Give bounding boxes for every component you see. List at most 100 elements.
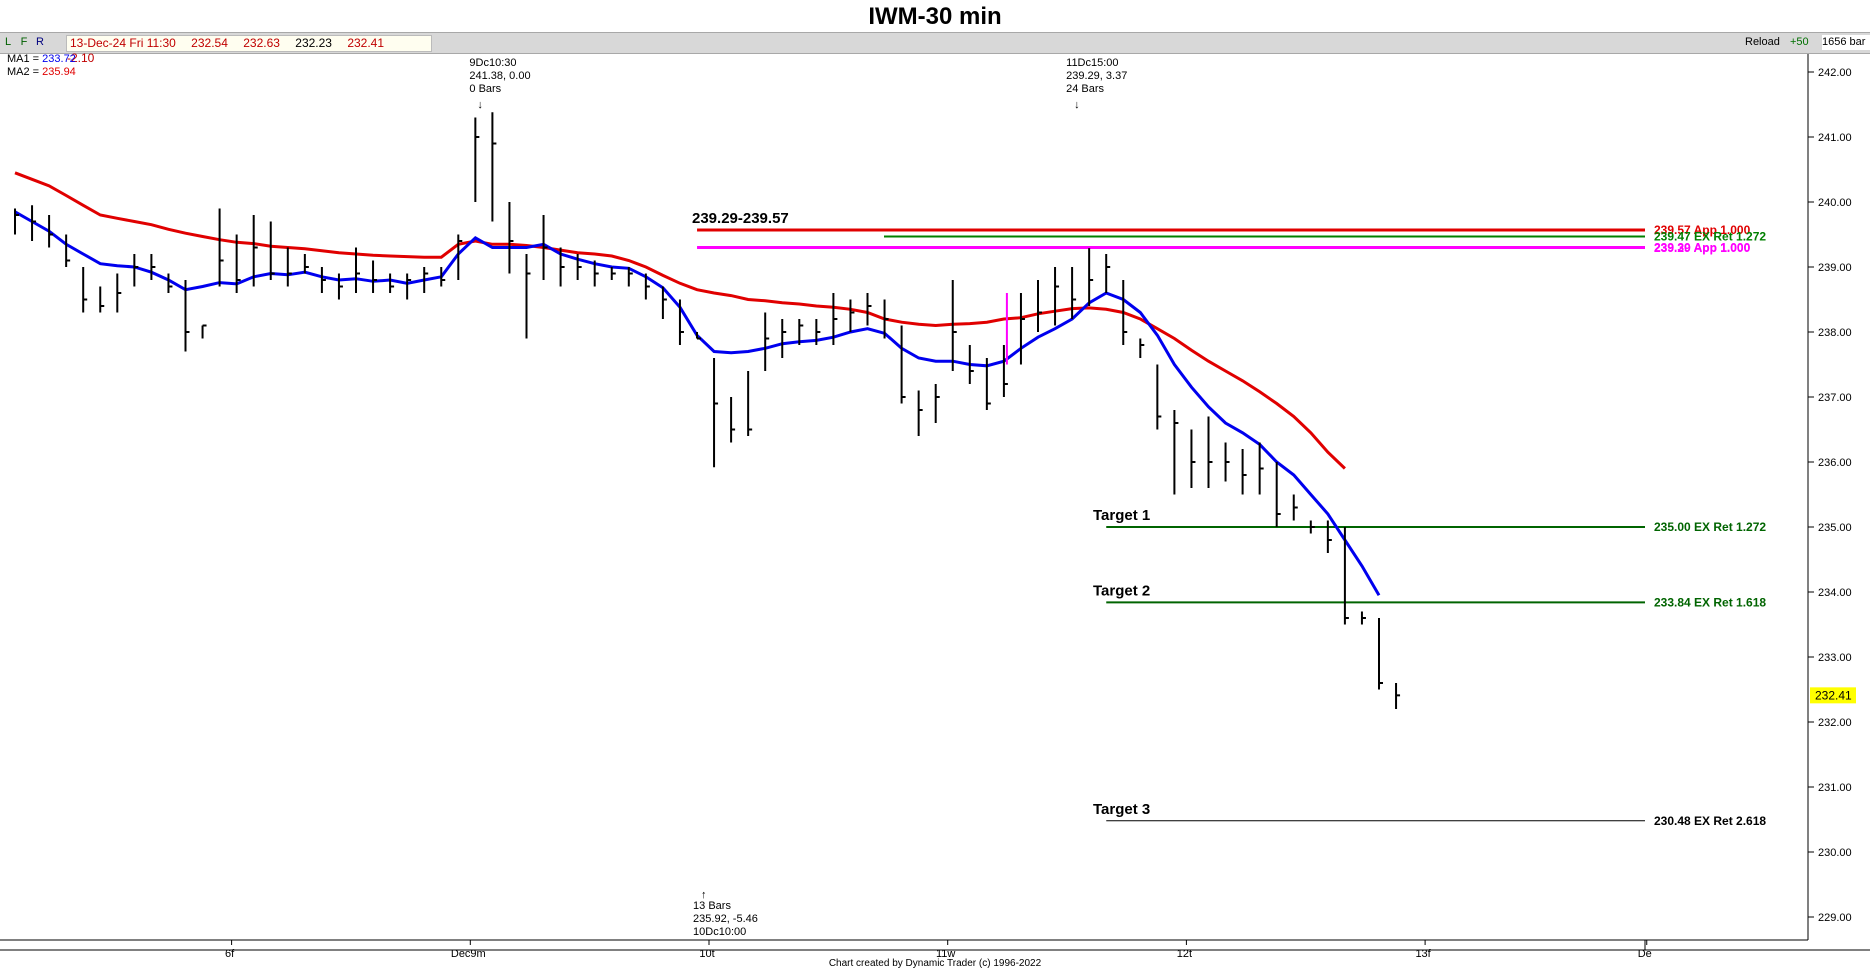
level-label: 239.47 EX Ret 1.272 [1654,229,1766,243]
ohlc-bar [1173,410,1179,495]
chart-title: IWM-30 min [868,3,1002,30]
swing-label: 241.38, 0.00 [469,70,530,82]
ohlc-bar [849,299,855,332]
quote-bar: 13-Dec-24 Fri 11:30 232.54 232.63 232.23… [66,35,432,65]
ohlc-bar [1071,267,1077,319]
swing-label: 9Dc10:30 [469,57,516,69]
ohlc-bar [815,319,821,345]
y-tick-label: 236.00 [1818,457,1852,469]
ohlc-bar [440,267,446,287]
x-tick-label: 13f [1415,948,1431,960]
ohlc-bar [798,319,804,345]
ohlc-bar [1326,520,1332,553]
level-annotation: Target 3 [1093,801,1150,818]
quote-close: 232.41 [347,36,385,50]
y-tick-label: 240.00 [1818,197,1852,209]
last-price-label: 232.41 [1815,688,1852,702]
ma1-value: 233.72 [42,53,76,65]
ohlc-bar [235,234,241,293]
chart-footer: Chart created by Dynamic Trader (c) 1996… [828,958,1042,969]
quote-toolbar: L F R 13-Dec-24 Fri 11:30 232.54 232.63 … [0,32,1870,65]
level-annotation: 239.29-239.57 [692,210,789,227]
button-f[interactable]: F [20,36,28,48]
ohlc-bar [406,273,412,300]
ohlc-bar [133,254,139,287]
ohlc-bar [781,319,787,358]
ohlc-bar [457,234,463,280]
ohlc-bar [116,273,122,313]
ohlc-bar [542,215,548,280]
ohlc-bar [883,299,889,339]
ohlc-bar [1258,442,1264,495]
x-tick-label: Dec9m [451,948,486,960]
bar-count: 1656 bar [1822,35,1870,50]
swing-label: 239.29, 3.37 [1066,70,1127,82]
ohlc-bar [201,324,207,339]
ohlc-bar [1156,364,1162,430]
ohlc-bar [1360,611,1366,625]
x-tick-label: 12t [1177,948,1192,960]
x-tick-label: 6f [225,948,235,960]
ohlc-bar [150,254,156,280]
ohlc-bar [661,286,667,319]
ohlc-bar [269,221,275,280]
y-tick-label: 234.00 [1818,587,1852,599]
ohlc-bar [1241,449,1247,495]
reload-button[interactable]: Reload [1745,36,1780,48]
ohlc-bar [696,332,701,340]
level-label: 235.00 EX Ret 1.272 [1654,520,1766,534]
swing-arrow: ↓ [477,99,483,111]
ohlc-bar [1037,280,1042,332]
swing-label: 24 Bars [1066,83,1104,95]
ohlc-bar [1224,442,1230,482]
ohlc-bar [985,358,991,410]
y-tick-label: 229.00 [1818,912,1852,924]
ohlc-bar [1019,293,1025,365]
y-tick-label: 232.00 [1818,717,1852,729]
button-l[interactable]: L [4,36,12,48]
ohlc-bar [1343,527,1349,625]
x-tick-label: 11w [936,948,955,960]
ohlc-bar [82,267,88,313]
y-tick-label: 233.00 [1818,652,1852,664]
ohlc-bar [951,280,957,371]
ohlc-bar [389,273,395,293]
ohlc-bar [1190,429,1196,488]
ohlc-bar [934,384,940,423]
ohlc-bar [866,293,872,326]
ohlc-bar [1088,248,1094,306]
x-tick-label: De [1638,948,1652,960]
ma2-value: 235.94 [42,66,76,78]
quote-change: -2.10 [67,51,95,65]
ma1-legend: MA1 = 233.72 [7,53,76,65]
swing-arrow: ↓ [1074,99,1080,111]
ohlc-bar [1378,618,1383,690]
level-label: 239.30 App 1.000 [1654,241,1751,255]
plus-fifty-button[interactable]: +50 [1790,36,1809,48]
ohlc-bar [31,205,37,241]
swing-label: 13 Bars [693,900,731,912]
y-tick-label: 230.00 [1818,847,1852,859]
y-tick-label: 242.00 [1818,67,1852,79]
ohlc-bar [678,299,684,345]
ohlc-bar [1105,254,1111,293]
button-r[interactable]: R [36,36,44,48]
swing-label: 11Dc15:00 [1066,57,1118,69]
ohlc-bar [48,215,54,248]
ohlc-bar [832,293,838,345]
level-label: 230.48 EX Ret 2.618 [1654,814,1766,828]
y-tick-label: 238.00 [1818,327,1852,339]
quote-date: 13-Dec-24 Fri 11:30 [70,36,176,50]
ohlc-bar [525,254,531,339]
ohlc-bar [730,397,736,443]
ohlc-bar [218,208,224,287]
ohlc-bar [508,202,514,274]
ohlc-bar [576,254,582,280]
swing-label: 235.92, -5.46 [693,913,758,925]
ohlc-bar [1275,462,1281,527]
ma2-label: MA2 = [7,66,43,78]
ohlc-bar [593,260,599,287]
ohlc-bar [644,273,650,300]
quote-open: 232.54 [191,36,228,50]
